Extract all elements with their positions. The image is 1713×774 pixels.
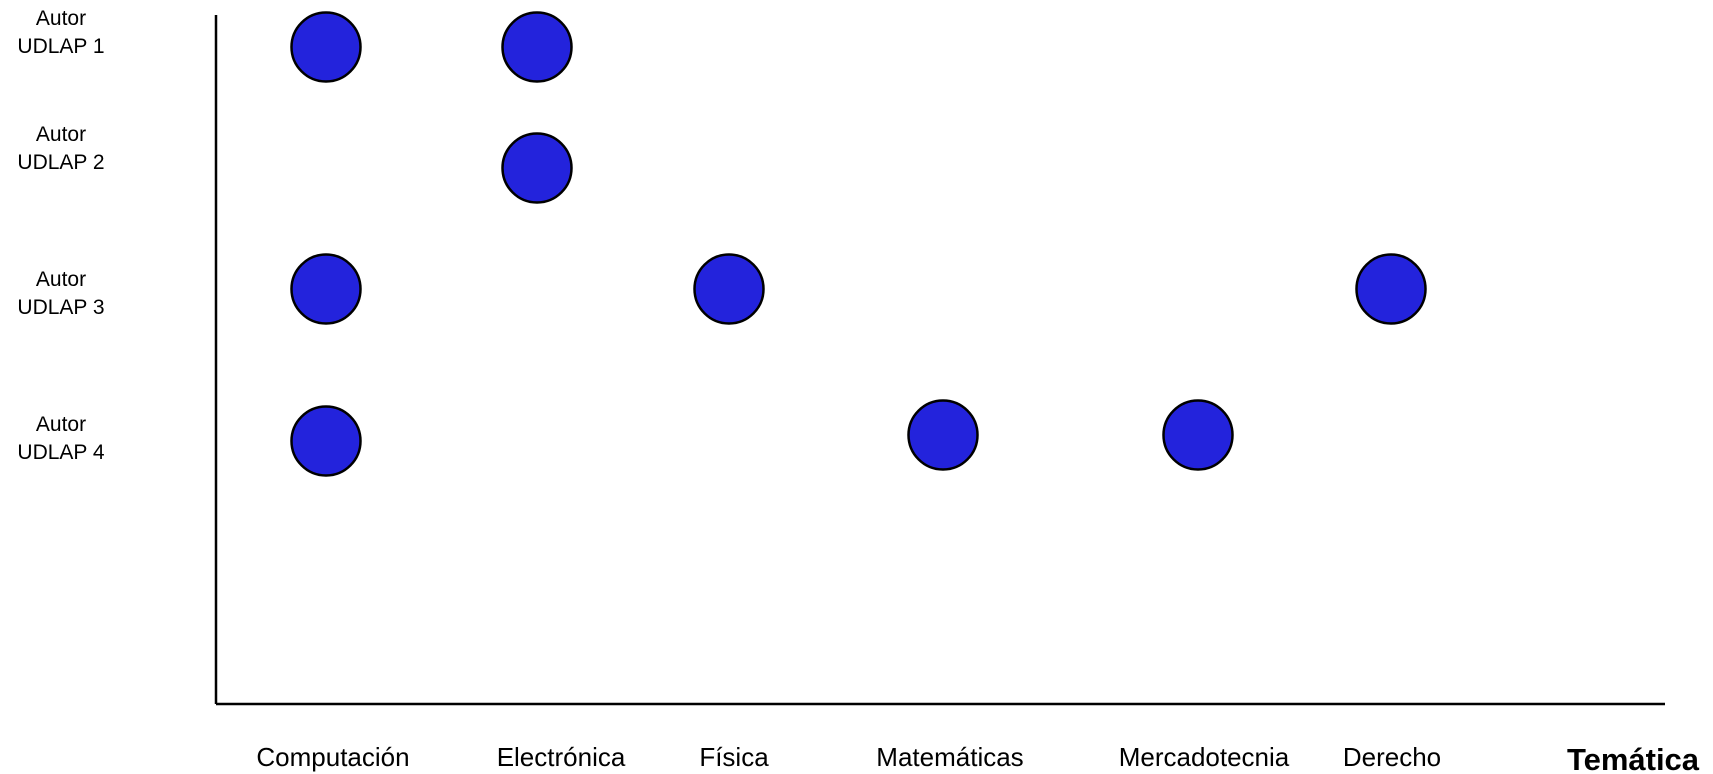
x-tick-label: Mercadotecnia (1119, 742, 1290, 772)
y-tick-label-line: Autor (36, 123, 86, 146)
y-tick-label-line: Autor (36, 7, 86, 30)
y-tick-label: Autor UDLAP 4 (17, 413, 104, 464)
data-point (1355, 253, 1427, 325)
y-tick-label-line: UDLAP 2 (17, 151, 104, 174)
data-point (501, 11, 573, 83)
data-point (290, 253, 362, 325)
x-tick-label: Derecho (1343, 742, 1441, 772)
y-tick-label-line: UDLAP 4 (17, 441, 104, 464)
x-tick-label: Matemáticas (876, 742, 1023, 772)
y-tick-label: Autor UDLAP 2 (17, 123, 104, 174)
x-tick-labels: Computación Electrónica Física Matemáticas M… (256, 742, 1441, 772)
data-point (907, 399, 979, 471)
data-point (290, 11, 362, 83)
y-tick-label: Autor UDLAP 1 (17, 7, 104, 58)
data-point (501, 132, 573, 204)
y-tick-label-line: Autor (36, 413, 86, 436)
y-tick-label-line: UDLAP 1 (17, 35, 104, 58)
x-tick-label: Computación (256, 742, 409, 772)
x-tick-label: Física (699, 742, 769, 772)
y-tick-label-line: Autor (36, 268, 86, 291)
data-points (290, 11, 1427, 477)
y-tick-label: Autor UDLAP 3 (17, 268, 104, 319)
data-point (1162, 399, 1234, 471)
data-point (693, 253, 765, 325)
y-tick-label-line: UDLAP 3 (17, 296, 104, 319)
data-point (290, 405, 362, 477)
x-axis-title: Temática (1567, 742, 1700, 774)
x-tick-label: Electrónica (497, 742, 626, 772)
